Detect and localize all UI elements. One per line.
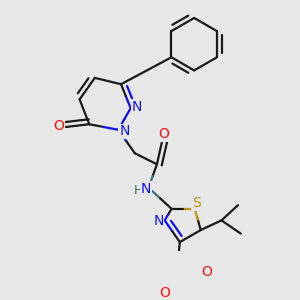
Text: O: O [53,119,64,134]
Text: N: N [141,182,151,196]
Text: H: H [134,184,143,197]
Text: O: O [159,127,170,141]
Text: N: N [119,124,130,138]
Text: O: O [159,286,170,300]
Text: N: N [153,214,164,229]
Text: S: S [192,196,200,210]
Text: N: N [132,100,142,114]
Text: O: O [201,265,212,279]
